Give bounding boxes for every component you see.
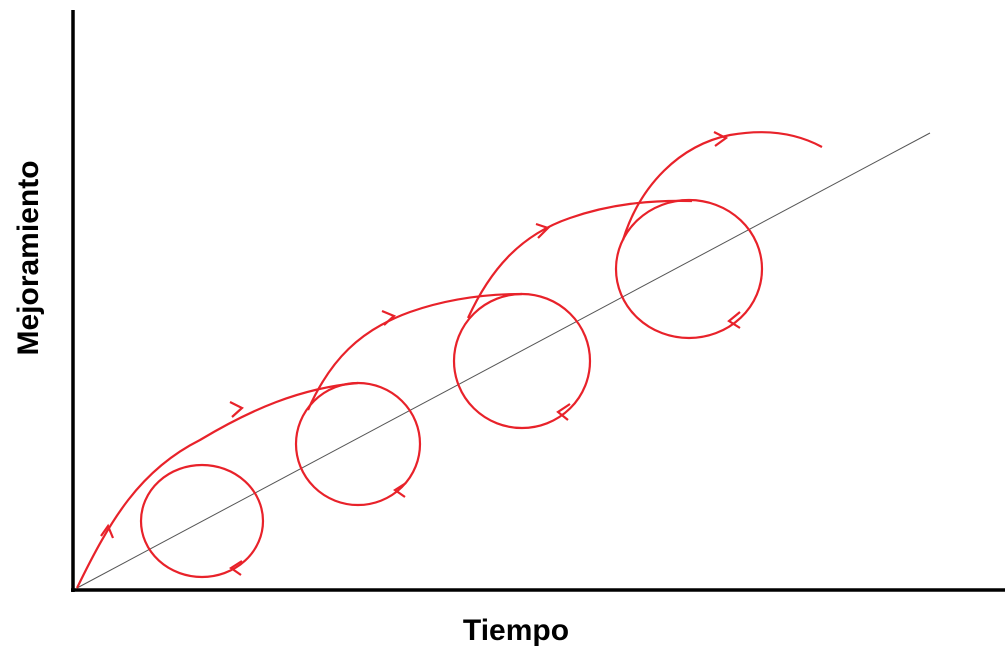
- arrow: [229, 560, 243, 576]
- progress-arc: [76, 381, 359, 589]
- cycle-circle: [452, 292, 592, 430]
- arrow: [713, 131, 729, 147]
- arrow: [100, 523, 115, 539]
- arrow: [727, 311, 741, 329]
- arrow: [535, 222, 551, 239]
- arrow: [393, 482, 407, 498]
- trend-line: [76, 132, 931, 589]
- cycle-circle: [139, 463, 265, 579]
- arrow: [556, 403, 571, 421]
- progress-arc: [467, 199, 693, 319]
- x-axis-label: Tiempo: [463, 614, 569, 647]
- arrow: [229, 401, 244, 418]
- cycle-circle: [614, 198, 764, 340]
- arrow: [381, 309, 397, 326]
- progress-arc: [306, 292, 523, 411]
- y-axis-label: Mejoramiento: [12, 160, 45, 355]
- spiral: [76, 131, 823, 589]
- progress-arc: [621, 131, 823, 241]
